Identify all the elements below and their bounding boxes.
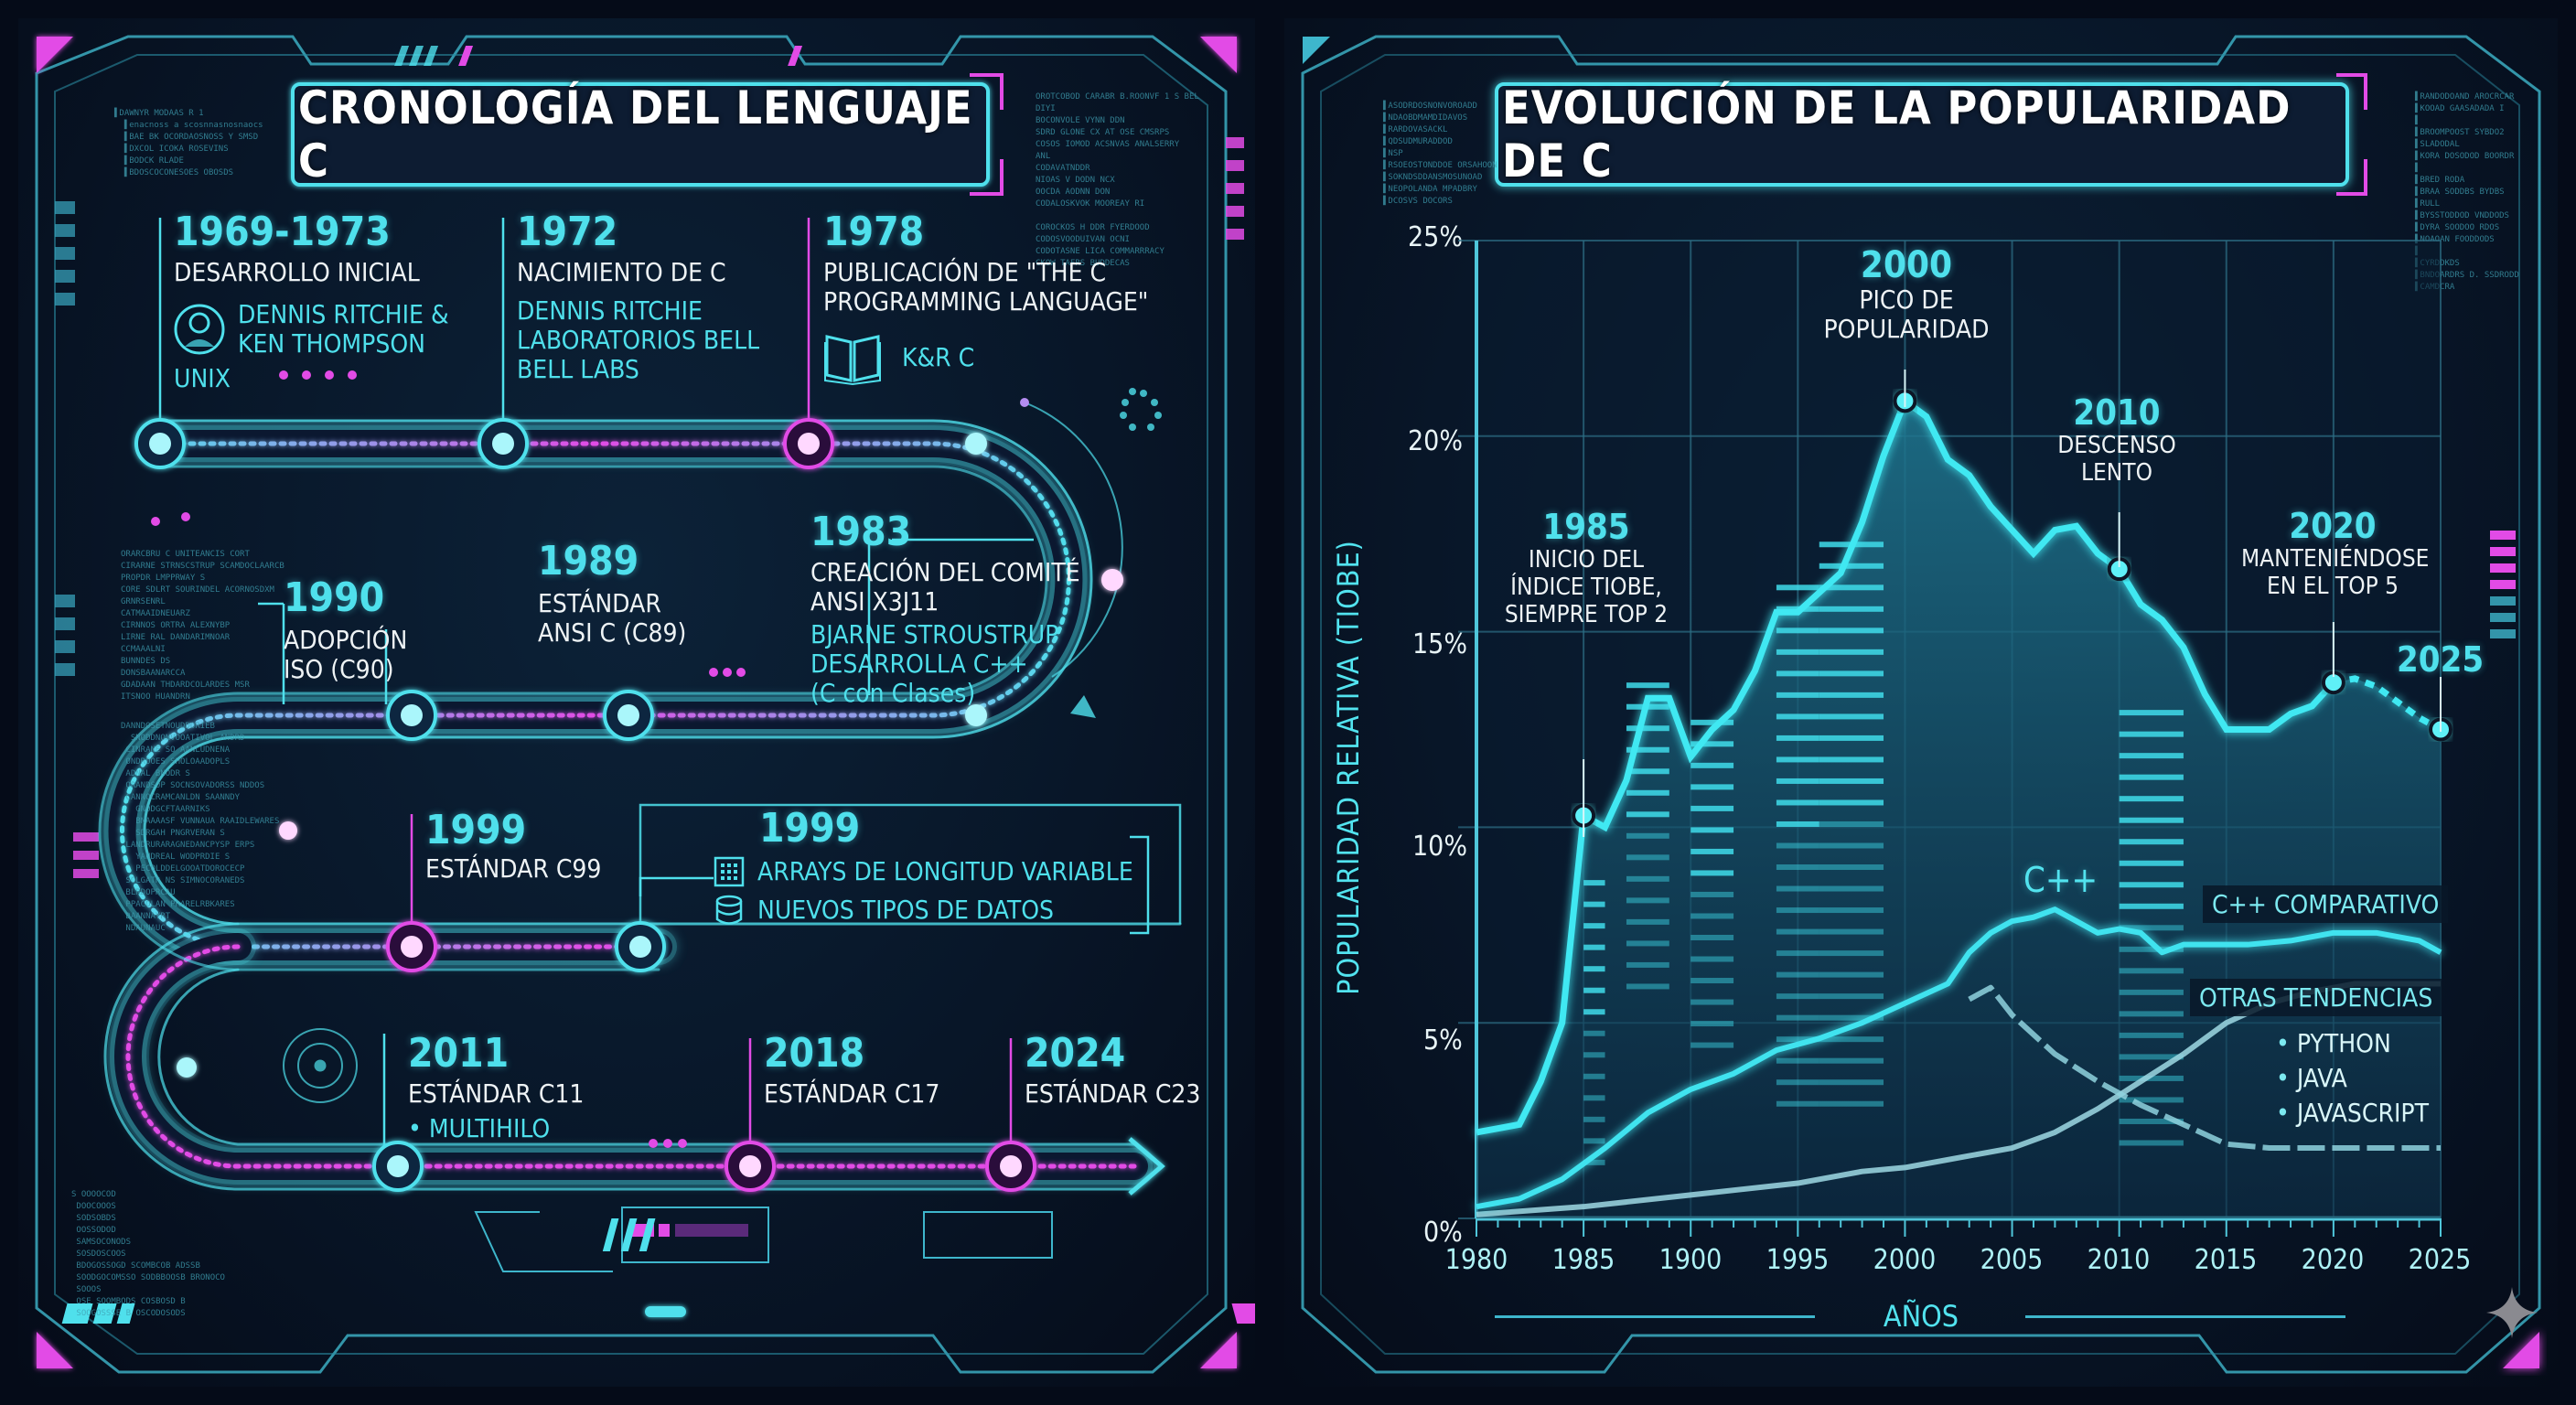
event-2024: 2024 ESTÁNDAR C23 [1025, 1030, 1201, 1109]
y-tick: 15% [1412, 628, 1467, 660]
divider [2025, 1315, 2345, 1318]
feature-item: NUEVOS TIPOS DE DATOS [714, 891, 1133, 929]
sparkle-icon [2486, 1287, 2538, 1338]
event-1999-features: 1999 [759, 805, 861, 852]
grid-icon [714, 856, 745, 887]
event-1972: 1972 NACIMIENTO DE C DENNIS RITCHIE LABO… [517, 209, 760, 384]
event-2018: 2018 ESTÁNDAR C17 [764, 1030, 940, 1109]
chart-frame-graphics [1301, 35, 2541, 1374]
y-tick: 20% [1408, 425, 1463, 457]
legend-otras-tendencias: OTRAS TENDENCIAS [2190, 979, 2442, 1016]
x-tick: 1900 [1658, 1244, 1723, 1276]
node [134, 418, 186, 469]
event-2011: 2011 ESTÁNDAR C11 • MULTIHILO [408, 1030, 585, 1143]
event-1969-1973: 1969-1973 DESARROLLO INICIAL DENNIS RITC… [174, 209, 449, 393]
annotation-2000: 2000 PICO DE POPULARIDAD [1823, 244, 1990, 344]
annotation-2020: 2020 MANTENIÉNDOSE EN EL TOP 5 [2241, 506, 2430, 600]
y-tick: 10% [1412, 831, 1467, 863]
event-1983: 1983 CREACIÓN DEL COMITÉ ANSI X3J11 BJAR… [810, 509, 1080, 708]
event-1989: 1989 ESTÁNDAR ANSI C (C89) [538, 538, 687, 648]
x-tick: 1985 [1551, 1244, 1615, 1276]
decorative-code-block: ▌ASODRDOSNONVOROADD ▌NDAOBDMAMDIDAVOS ▌R… [1383, 102, 1497, 206]
divider [1495, 1315, 1815, 1318]
popularity-chart-panel: ▌ASODRDOSNONVOROADD ▌NDAOBDMAMDIDAVOS ▌R… [1284, 18, 2558, 1387]
legend-item-java: JAVA [2276, 1061, 2429, 1096]
person-icon [174, 304, 225, 355]
annotation-1985: 1985 INICIO DEL ÍNDICE TIOBE, SIEMPRE TO… [1504, 507, 1669, 628]
legend-other-trends-list: PYTHON JAVA JAVASCRIPT [2276, 1026, 2429, 1131]
legend-item-python: PYTHON [2276, 1026, 2429, 1061]
decorative-code-block: OROTCOBOD CARABR B.ROONVF 1 S BEL DIYI B… [1036, 92, 1199, 268]
timeline-frame-graphics [35, 35, 1255, 1374]
y-tick: 0% [1423, 1217, 1463, 1249]
x-tick: 2015 [2194, 1244, 2258, 1276]
legend-cpp-comparativo: C++ COMPARATIVO [2203, 885, 2449, 923]
x-tick: 1980 [1444, 1244, 1508, 1276]
decorative-code-block: ORARCBRU C UNITEANCIS CORT CIRARNE STRNS… [121, 550, 284, 702]
annotation-2025: 2025 [2397, 639, 2485, 680]
cpp-series-label: C++ [2023, 860, 2098, 900]
x-tick: 2005 [1980, 1244, 2044, 1276]
annotation-2010: 2010 DESCENSO LENTO [2057, 392, 2176, 487]
book-icon [824, 335, 881, 386]
x-tick: 2000 [1873, 1244, 1937, 1276]
x-tick: 2025 [2408, 1244, 2472, 1276]
database-icon [715, 895, 743, 925]
decorative-code-block: S OOOOCOD DOOCOOOS SODSOBDS OOSSODOD SAM… [71, 1190, 225, 1318]
feature-item: ARRAYS DE LONGITUD VARIABLE [714, 853, 1133, 891]
decorative-code-block: ▌DAWNYR MODAAS R 1 ▌enacnoss a scosnnasn… [114, 109, 263, 177]
chart-title: EVOLUCIÓN DE LA POPULARIDAD DE C [1502, 81, 2292, 188]
y-tick: 25% [1408, 221, 1463, 253]
y-tick: 5% [1423, 1024, 1463, 1056]
feature-list: ARRAYS DE LONGITUD VARIABLE NUEVOS TIPOS… [714, 853, 1133, 929]
event-1978: 1978 PUBLICACIÓN DE "THE C PROGRAMMING L… [823, 210, 1148, 386]
legend-item-javascript: JAVASCRIPT [2276, 1096, 2429, 1131]
decorative-code-block: DANNDOSETNOUDDORIEB SNODDNONVOOATIVOL AN… [121, 722, 280, 933]
x-tick: 2010 [2087, 1244, 2151, 1276]
event-1990: 1990 ADOPCIÓN ISO (C90) [284, 574, 408, 684]
x-tick: 1995 [1766, 1244, 1830, 1276]
x-axis-label: AÑOS [1883, 1299, 1959, 1334]
x-tick: 2020 [2301, 1244, 2365, 1276]
timeline-panel: ▌DAWNYR MODAAS R 1 ▌enacnoss a scosnnasn… [18, 18, 1255, 1387]
event-1999-c99: 1999 ESTÁNDAR C99 [425, 807, 602, 884]
chart-plot [1458, 240, 2453, 1237]
timeline-title: CRONOLOGÍA DEL LENGUAJE C [298, 81, 973, 188]
